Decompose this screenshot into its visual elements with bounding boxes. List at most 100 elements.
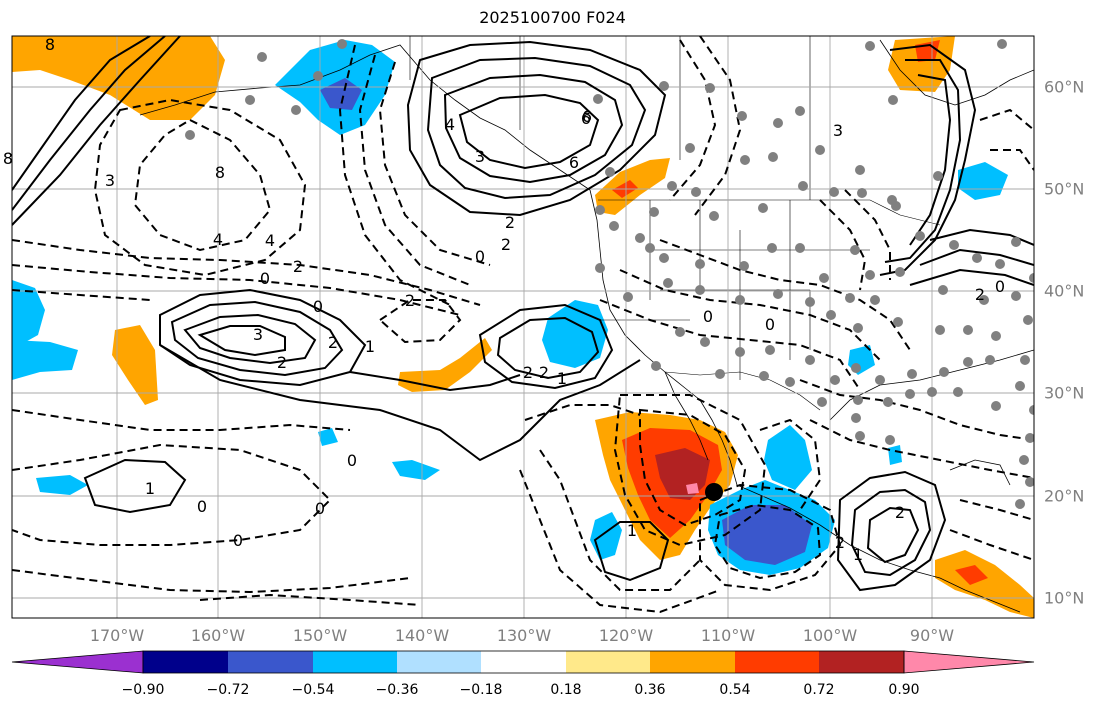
station-dot (609, 221, 619, 231)
station-dot (963, 357, 973, 367)
station-dot (819, 273, 829, 283)
contour-dashed-na-5 (844, 189, 891, 280)
station-dot (853, 323, 863, 333)
station-dot (991, 401, 1001, 411)
contour-solid-nw-1 (12, 36, 151, 191)
station-dot (865, 41, 875, 51)
station-dot (695, 285, 705, 295)
contour-dashed-na-2 (619, 269, 881, 361)
contour-solid-south-2 (850, 488, 932, 577)
contour-label: 1 (627, 521, 637, 540)
station-dot (759, 371, 769, 381)
station-dot (855, 165, 865, 175)
colorbar (11, 650, 1035, 674)
contour-solid-link (349, 371, 521, 392)
contour-label: 2 (328, 333, 338, 352)
station-dot (805, 355, 815, 365)
contour-solid-ne-3 (909, 74, 952, 246)
contour-solid-alaska-4 (458, 93, 600, 170)
station-dot (938, 285, 948, 295)
contour-dashed-ne-1 (979, 108, 1034, 131)
colorbar-tick-label: 0.36 (634, 682, 666, 698)
station-dot (185, 130, 195, 140)
contour-dashed-ring-1 (378, 61, 491, 266)
station-dot (933, 171, 943, 181)
colorbar-segment (735, 651, 819, 673)
coast-alaska (139, 44, 591, 191)
station-dot (949, 240, 959, 250)
contour-dashed-ep-2 (539, 449, 701, 591)
map-title: 2025100700 F024 (479, 8, 626, 27)
contour-label: 1 (557, 369, 567, 388)
contour-solid-swmx (593, 521, 670, 582)
colorbar-segment (397, 651, 481, 673)
colorbar-segment (143, 651, 228, 673)
station-markers (185, 39, 1034, 509)
station-dot (1019, 455, 1029, 465)
station-dot (709, 211, 719, 221)
contour-label: 0 (347, 451, 357, 470)
contour-dashed-s-3 (713, 503, 822, 580)
contour-dashed-gulf-1 (133, 118, 272, 252)
colorbar-frame (142, 650, 905, 674)
contour-solid-south-3 (866, 506, 920, 564)
contour-label: 1 (853, 545, 863, 564)
station-dot (905, 389, 915, 399)
contour-solid-long (159, 344, 641, 462)
colorbar-segment (481, 651, 566, 673)
colorbar-tick-label: 0.90 (888, 682, 920, 698)
contour-dashed-gulf4 (809, 419, 1034, 479)
longitude-label: 130°W (496, 626, 552, 645)
contour-label: 0 (765, 315, 775, 334)
station-dot (870, 295, 880, 305)
contour-dashed-ring-4 (669, 39, 717, 201)
contour-label: 2 (539, 363, 549, 382)
contour-label: 0 (233, 531, 243, 550)
shade-lightblue-small3 (318, 428, 338, 446)
contour-dashed-na-3 (599, 299, 861, 391)
station-dot (785, 377, 795, 387)
colorbar-segment (650, 651, 735, 673)
shade-pink-mx (686, 483, 699, 494)
border-us-mexico (664, 371, 821, 411)
contour-solid-ca-1 (478, 303, 614, 390)
station-dot (829, 187, 839, 197)
shade-lightblue-gl (958, 162, 1008, 200)
station-dot (595, 263, 605, 273)
station-dot (700, 337, 710, 347)
longitude-label: 170°W (89, 626, 145, 645)
contour-dashed-na-1 (659, 239, 911, 351)
colorbar-segment (566, 651, 650, 673)
contour-dashed-mx-2 (613, 394, 767, 547)
coast-hudson (879, 39, 1034, 106)
station-dot (805, 297, 815, 307)
contour-dashed-sw-1 (12, 409, 351, 431)
station-dot (883, 397, 893, 407)
station-dot (1015, 499, 1025, 509)
station-dot (649, 207, 659, 217)
contour-dashed-east-2 (949, 529, 1034, 561)
contour-solid-ne-1 (879, 43, 977, 276)
longitude-label: 140°W (394, 626, 450, 645)
station-dot (795, 243, 805, 253)
shade-orange-cp2 (398, 338, 492, 392)
station-dot (915, 231, 925, 241)
station-dot (593, 94, 603, 104)
shade-lightblue-small2 (392, 460, 440, 480)
station-dot (663, 278, 673, 288)
station-dot (979, 295, 989, 305)
station-dot (875, 375, 885, 385)
colorbar-segment (819, 651, 904, 673)
contour-label: 3 (253, 325, 263, 344)
station-dot (985, 355, 995, 365)
latitude-label: 40°N (1044, 281, 1085, 301)
contour-solid-ne-6 (909, 268, 1034, 286)
station-dot (1023, 315, 1033, 325)
station-dot (695, 259, 705, 269)
station-dot (885, 435, 895, 445)
contour-solid-hi-1 (83, 458, 187, 514)
contour-label: 3 (475, 147, 485, 166)
coast-baja (664, 371, 709, 461)
station-dot (645, 243, 655, 253)
contour-solid-nw-3 (12, 36, 181, 226)
